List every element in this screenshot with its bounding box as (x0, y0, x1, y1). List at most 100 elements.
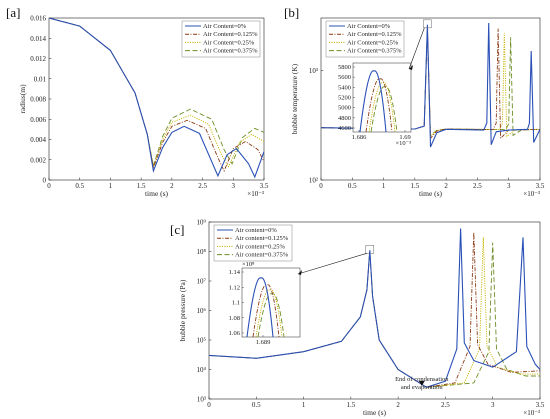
y-tick-label: 0.012 (30, 55, 46, 63)
y-tick-label: 10⁹ (197, 219, 207, 227)
inset-x-tick-label: 1.69 (399, 134, 410, 141)
inset-peak-1 (359, 70, 387, 133)
x-axis-exponent: ×10⁻³ (523, 190, 540, 198)
legend: Air Content=0%Air Content=0.125%Air Cont… (325, 20, 405, 58)
y-axis-label: bubble pressure (Pa) (178, 279, 187, 341)
inset-plot: 4600 4800 5000 5200 5400 5600 5800 1.686 1.69×10… (338, 19, 432, 147)
x-tick-label: 2.5 (198, 182, 207, 190)
inset-y-tick-label: 5600 (338, 74, 351, 81)
x-tick-label: 2.5 (441, 401, 450, 409)
annotation-arrow (418, 380, 425, 386)
inset-y-tick-label: 1.1 (232, 300, 240, 307)
y-tick-label: 0.014 (30, 35, 46, 43)
x-tick-label: 0 (207, 401, 211, 409)
inset-x-tick-label: 1.689 (256, 339, 271, 346)
x-tick-label: 3.5 (260, 182, 269, 190)
x-tick-label: 1.5 (410, 182, 419, 190)
zoom-region-box (365, 245, 375, 254)
y-axis-label: radius(m) (18, 84, 27, 114)
x-tick-label: 1 (302, 401, 306, 409)
x-tick-label: 3.5 (536, 401, 545, 409)
legend-label-2: Air Content=0.125% (203, 31, 258, 38)
inset-peak-3 (255, 289, 283, 338)
y-tick-label: 10⁷ (197, 278, 207, 286)
inset-y-tick-label: 5400 (338, 84, 351, 91)
zoom-arrow (297, 252, 367, 275)
inset-y-tick-label: 5200 (338, 95, 351, 102)
panel-label: [c] (170, 222, 184, 237)
series-line-1 (209, 228, 540, 388)
inset-y-tick-label: 1.08 (229, 315, 240, 322)
inset-peak-2 (252, 284, 280, 338)
x-tick-label: 0.5 (348, 182, 357, 190)
inset-y-tick-label: 5000 (338, 105, 351, 112)
panel-label: [b] (284, 5, 299, 20)
legend-label-3: Air Content=0.25% (203, 39, 255, 46)
legend-label-3: Air content=0.25% (235, 243, 285, 250)
inset-peak-1 (246, 277, 274, 338)
inset-peak-2 (365, 78, 393, 133)
inset-y-tick-label: 5800 (338, 64, 351, 71)
annotation-line-1: End of condensation (395, 376, 449, 383)
legend-label-2: Air content=0.125% (235, 235, 289, 242)
inset-y-tick-label: 4600 (338, 125, 351, 132)
x-axis-label: time (s) (363, 408, 387, 417)
x-axis-label: time (s) (419, 189, 443, 198)
chart-panel-3: 0 0.5 1 1.5 2 2.5 3 3.5 10³ 10⁴ 10⁵ 10⁶ 10⁷ 10⁸ 10⁹ tim… (170, 219, 545, 418)
annotation-line-2: and evaporation (401, 384, 443, 391)
y-tick-label: 10⁶ (197, 307, 207, 315)
y-tick-label: 10⁴ (197, 366, 207, 374)
x-axis-label: time (s) (145, 189, 169, 198)
zoom-arrow (408, 27, 425, 70)
inset-y-exponent: ×10⁸ (242, 261, 255, 268)
x-tick-label: 0.5 (252, 401, 261, 409)
y-tick-label: 10⁵ (197, 337, 207, 345)
x-tick-label: 3.5 (536, 182, 545, 190)
x-tick-label: 1.5 (346, 401, 355, 409)
legend-label-1: Air Content=0% (347, 23, 391, 30)
x-tick-label: 2 (396, 401, 400, 409)
y-tick-label: 10² (309, 177, 318, 185)
legend-label-1: Air Content=0% (203, 23, 247, 30)
inset-y-tick-label: 1.06 (229, 330, 241, 337)
chart-panel-2: 0 0.5 1 1.5 2 2.5 3 3.5 10² 10³ time (s) ×10⁻³ bubbl… (284, 5, 545, 198)
zoom-region-box (423, 19, 432, 29)
y-tick-label: 10³ (197, 396, 206, 404)
legend: Air content=0%Air content=0.125%Air cont… (213, 224, 293, 262)
x-tick-label: 3 (232, 182, 236, 190)
inset-peak-4 (257, 293, 285, 338)
zoom-arrowhead (298, 270, 302, 275)
x-tick-label: 2 (170, 182, 174, 190)
inset-x-tick-label: 1.686 (352, 134, 367, 141)
inset-y-tick-label: 1.14 (229, 269, 241, 276)
series-line-2 (49, 18, 264, 173)
y-tick-label: 0.008 (30, 96, 46, 104)
legend-label-2: Air Content=0.125% (347, 31, 402, 38)
inset-x-exponent: ×10⁻³ (395, 140, 411, 147)
chart-panel-1: 0 0.5 1 1.5 2 2.5 3 3.5 0 0.002 0.004 0.006 0.008 0.0… (6, 5, 269, 198)
x-tick-label: 1 (109, 182, 113, 190)
x-axis-exponent: ×10⁻³ (247, 190, 264, 198)
y-tick-label: 0.006 (30, 116, 46, 124)
y-axis-label: bubble temperature (K) (290, 63, 299, 134)
legend: Air Content=0%Air Content=0.125%Air Cont… (181, 20, 261, 58)
y-tick-label: 10⁸ (197, 248, 207, 256)
x-tick-label: 1.5 (137, 182, 146, 190)
inset-y-tick-label: 4800 (338, 115, 351, 122)
y-tick-label: 0.002 (30, 156, 46, 164)
inset-plot: 1.06 1.08 1.1 1.12 1.14 1.689 ×10⁸ (229, 245, 375, 346)
y-tick-label: 0 (43, 177, 47, 185)
x-tick-label: 3 (507, 182, 511, 190)
x-tick-label: 0 (47, 182, 51, 190)
x-tick-label: 0.5 (75, 182, 84, 190)
inset-y-tick-label: 1.12 (229, 284, 240, 291)
legend-label-1: Air content=0% (235, 227, 277, 234)
legend-label-4: Air Content=0.375% (347, 48, 402, 55)
x-tick-label: 3 (491, 401, 495, 409)
legend-label-4: Air Content=0.375% (203, 48, 258, 55)
inset-frame (241, 267, 301, 338)
x-tick-label: 2.5 (473, 182, 482, 190)
series-line-1 (321, 22, 540, 148)
legend-label-3: Air Content=0.25% (347, 39, 399, 46)
